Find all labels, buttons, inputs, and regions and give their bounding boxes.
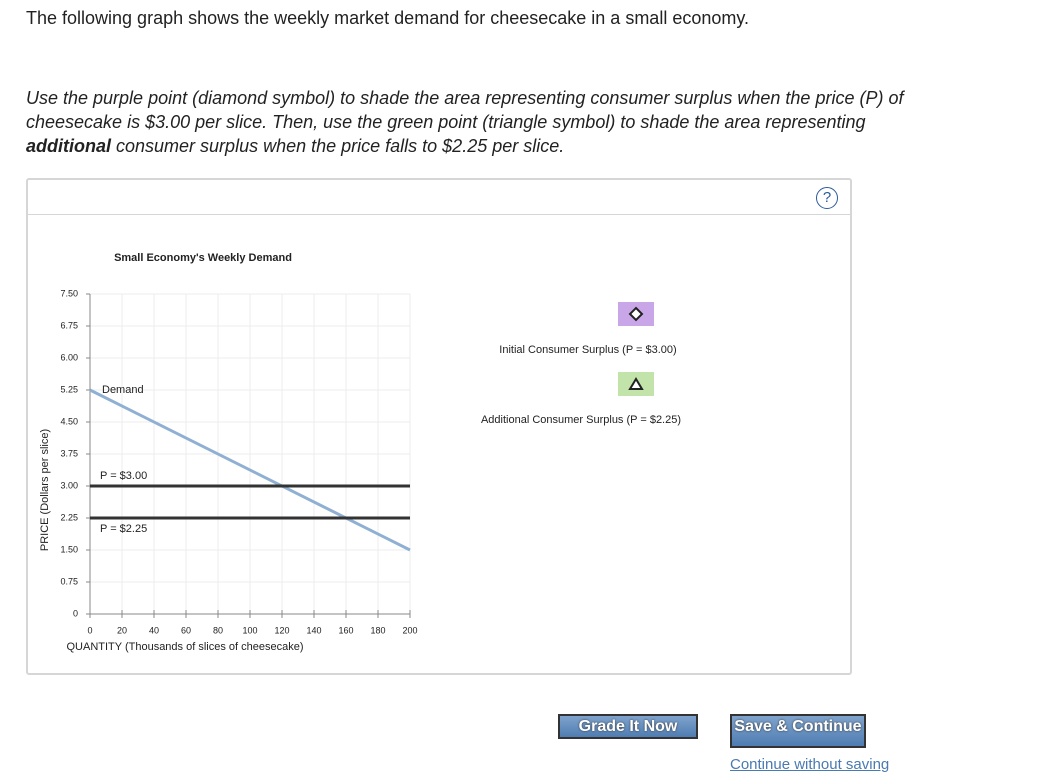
grade-button[interactable]: Grade It Now [558, 714, 698, 739]
series-label: Demand [102, 384, 144, 396]
y-tick-label: 0 [73, 608, 78, 618]
y-tick-label: 3.75 [60, 448, 78, 458]
y-tick-label: 1.50 [60, 544, 78, 554]
y-tick-label: 5.25 [60, 384, 78, 394]
x-tick-label: 0 [87, 625, 92, 635]
series-label: P = $2.25 [100, 523, 147, 535]
y-tick-label: 0.75 [60, 576, 78, 586]
x-tick-label: 180 [370, 625, 385, 635]
chart-title: Small Economy's Weekly Demand [114, 252, 292, 264]
x-axis-label: QUANTITY (Thousands of slices of cheesec… [66, 641, 303, 653]
x-tick-label: 40 [149, 625, 159, 635]
triangle-point[interactable] [628, 377, 644, 390]
x-tick-label: 120 [274, 625, 289, 635]
x-tick-label: 200 [402, 625, 417, 635]
instruction-text: Use the purple point (diamond symbol) to… [26, 88, 904, 132]
series-label: P = $3.00 [100, 470, 147, 482]
chart: Small Economy's Weekly Demand QUANTITY (… [39, 252, 681, 653]
x-tick-label: 140 [306, 625, 321, 635]
palette-label: Initial Consumer Surplus (P = $3.00) [499, 344, 676, 356]
help-button[interactable]: ? [816, 187, 838, 209]
y-tick-label: 3.00 [60, 480, 78, 490]
x-tick-label: 160 [338, 625, 353, 635]
x-tick-label: 20 [117, 625, 127, 635]
y-tick-label: 4.50 [60, 416, 78, 426]
y-tick-label: 2.25 [60, 512, 78, 522]
y-tick-label: 6.00 [60, 352, 78, 362]
series-line [89, 388, 411, 552]
y-tick-label: 6.75 [60, 320, 78, 330]
graph-panel: ? [26, 178, 852, 675]
palette-label: Additional Consumer Surplus (P = $2.25) [481, 414, 681, 426]
save-button[interactable]: Save & Continue [730, 714, 866, 748]
x-tick-label: 100 [242, 625, 257, 635]
instruction: Use the purple point (diamond symbol) to… [26, 86, 936, 158]
y-axis-label: PRICE (Dollars per slice) [39, 429, 51, 551]
instruction-bold: additional [26, 136, 111, 156]
instruction-text: consumer surplus when the price falls to… [116, 136, 565, 156]
continue-link[interactable]: Continue without saving [730, 756, 890, 773]
question: The following graph shows the weekly mar… [26, 8, 750, 28]
y-tick-label: 7.50 [60, 288, 78, 298]
diamond-point[interactable] [628, 306, 644, 322]
x-tick-label: 60 [181, 625, 191, 635]
x-tick-label: 80 [213, 625, 223, 635]
panel-divider [28, 214, 850, 215]
